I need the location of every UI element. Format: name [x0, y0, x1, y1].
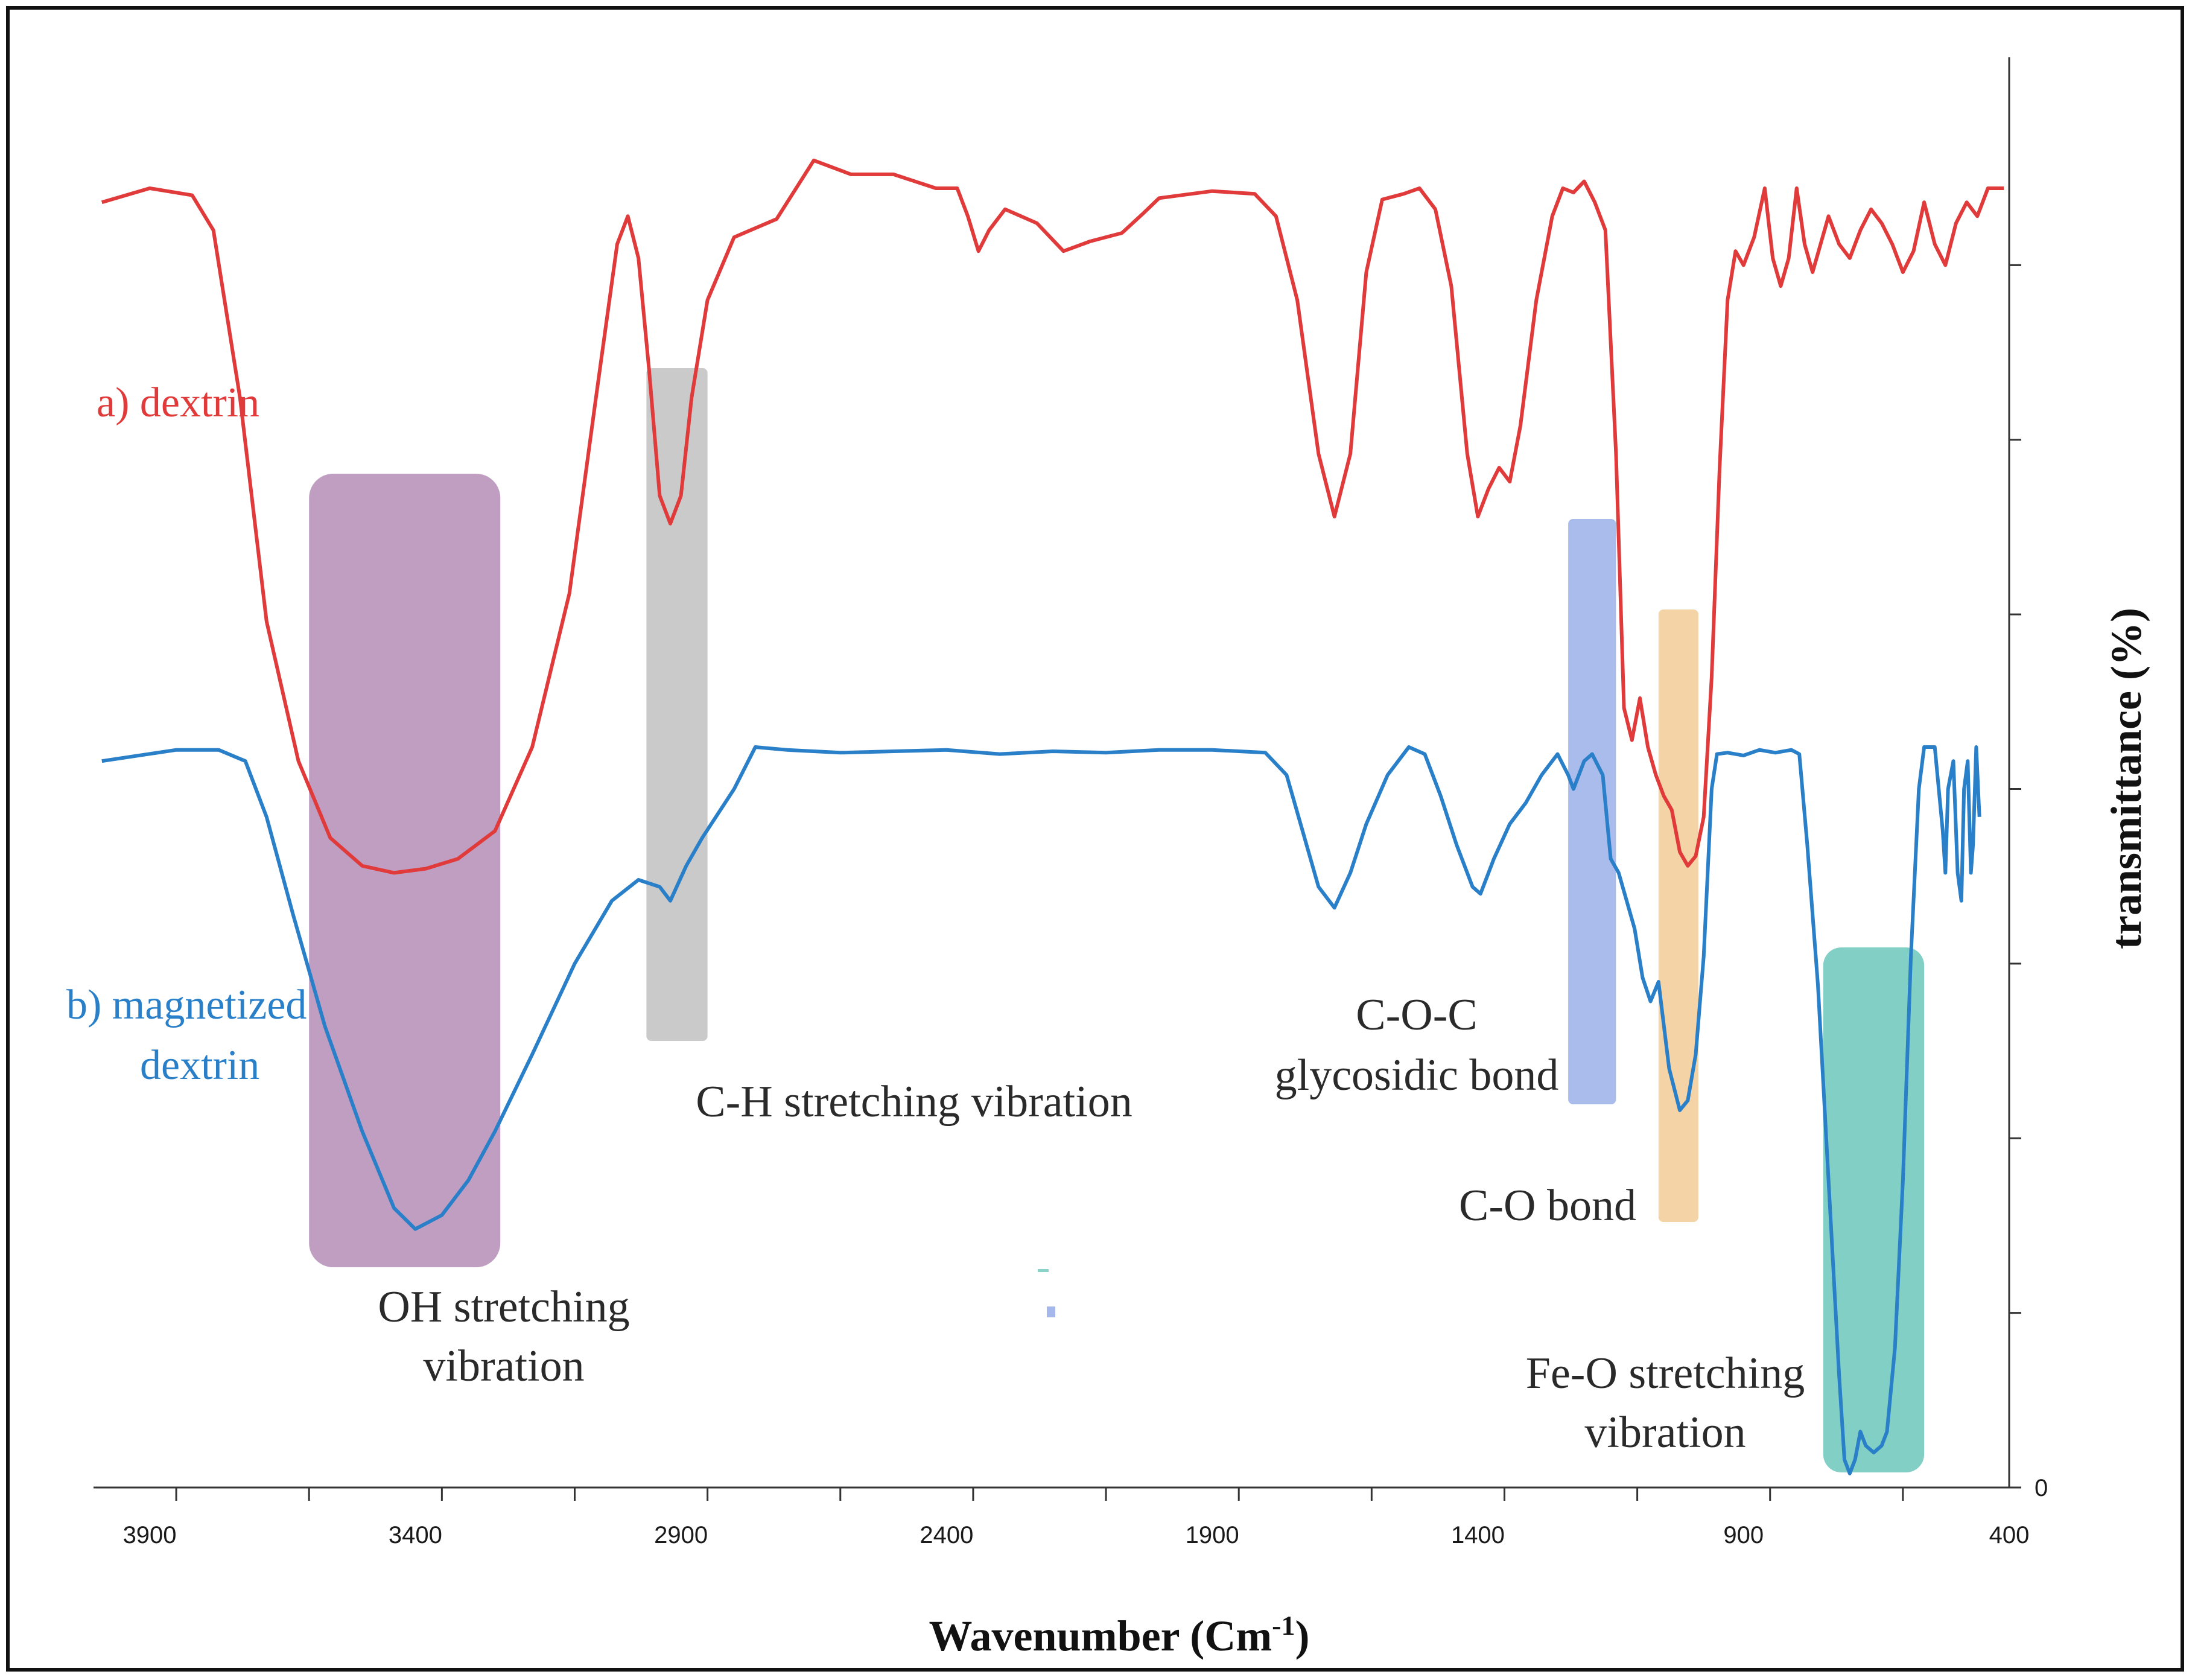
band-label-coc-line1: C-O-C — [1356, 990, 1477, 1040]
band-label-feo-line2: vibration — [1584, 1408, 1746, 1457]
x-tick-label: 400 — [1989, 1522, 2030, 1548]
x-tick-label: 3900 — [123, 1522, 177, 1548]
x-axis-title-close: ) — [1295, 1612, 1310, 1660]
band-label-oh-line2: vibration — [423, 1341, 584, 1391]
band-5 — [1823, 947, 1925, 1472]
y-tick-label: 0 — [2035, 1475, 2048, 1501]
series-label-magnetized-part1: b) magnetized — [66, 982, 307, 1028]
y-axis-title: transmittance (%) — [2102, 608, 2150, 949]
x-tick-label: 1900 — [1186, 1522, 1239, 1548]
x-tick-label: 2400 — [920, 1522, 973, 1548]
series-label-magnetized-line2: dextrin — [140, 1042, 259, 1089]
x-tick-label: 3400 — [389, 1522, 442, 1548]
x-tick-label: 1400 — [1451, 1522, 1505, 1548]
stray-mark-teal — [1038, 1269, 1049, 1272]
series-line-magnetized-dextrin — [101, 745, 1981, 1475]
band-label-ch: C-H stretching vibration — [696, 1077, 1132, 1127]
band-2 — [646, 368, 708, 1041]
x-axis-title: Wavenumber (Cm-1) — [929, 1610, 1310, 1660]
axes — [94, 57, 2010, 1489]
series-lines — [101, 158, 2004, 1475]
band-label-coc-line2: glycosidic bond — [1275, 1051, 1559, 1100]
series-label-magnetized-line1: b) magnetized — [66, 982, 307, 1028]
x-axis-title-superscript: -1 — [1272, 1610, 1295, 1641]
series-line-dextrin — [101, 158, 2004, 875]
band-4 — [1658, 609, 1698, 1222]
series-label-magnetized-part2: dextrin — [140, 1042, 259, 1089]
series-label-dextrin: a) dextrin — [97, 380, 259, 426]
band-3 — [1568, 519, 1616, 1104]
band-label-co: C-O bond — [1459, 1181, 1636, 1230]
band-label-feo-line1: Fe-O stretching — [1526, 1349, 1805, 1398]
x-axis-title-main: Wavenumber (Cm — [929, 1612, 1272, 1660]
band-label-oh-line1: OH stretching — [378, 1282, 629, 1332]
x-tick-label: 2900 — [654, 1522, 708, 1548]
stray-mark-blue — [1047, 1306, 1055, 1317]
x-tick-label: 900 — [1723, 1522, 1764, 1548]
